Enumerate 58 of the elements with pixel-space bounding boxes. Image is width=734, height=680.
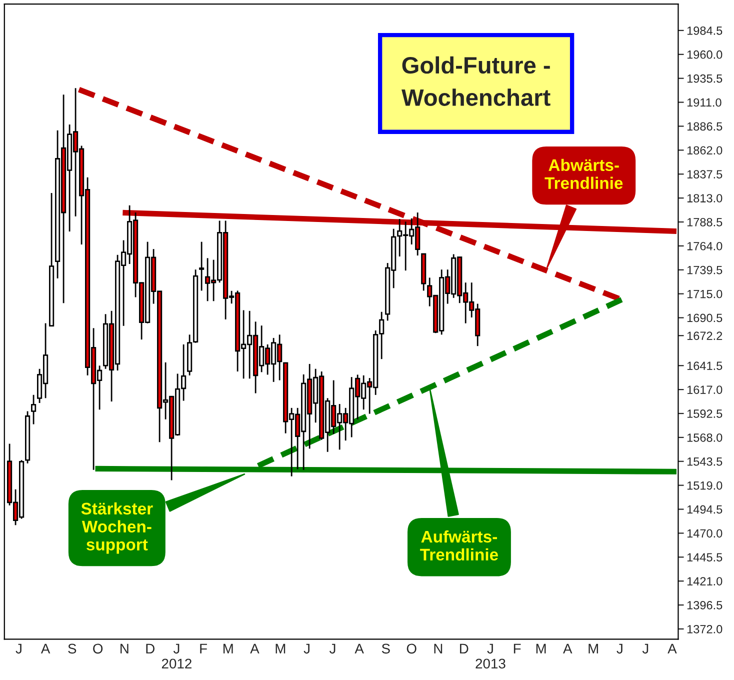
y-tick-label: 1445.5 (687, 553, 722, 562)
y-tick-label: 1396.5 (687, 601, 722, 610)
x-tick-label: O (93, 644, 103, 654)
y-tick-label: 1568.0 (687, 433, 722, 442)
y-tick-label: 1813.0 (687, 194, 722, 202)
x-tick-label: M (224, 644, 233, 654)
x-tick-label: A (250, 644, 260, 654)
y-tick-label: 1592.5 (687, 410, 722, 418)
x-tick-label: A (563, 644, 572, 654)
y-tick-label: 1617.0 (687, 386, 722, 394)
x-tick-label: A (40, 644, 50, 654)
x-tick-label: F (514, 644, 521, 654)
x-tick-label: S (382, 644, 390, 654)
y-tick-label: 1421.0 (687, 577, 722, 586)
y-tick-label: 1372.0 (687, 624, 722, 634)
y-tick-label: 1672.2 (687, 332, 722, 340)
x-tick-label: J (642, 644, 648, 654)
x-tick-label: J 2013 (476, 644, 506, 669)
x-tick-label: N (120, 644, 128, 654)
y-tick-label: 1641.5 (687, 362, 722, 370)
x-tick-label: M (588, 644, 598, 654)
candlestick (199, 241, 204, 292)
annotation: Abwärts- Trendlinie (544, 158, 623, 190)
y-tick-label: 1715.0 (687, 290, 722, 298)
y-tick-label: 1739.5 (687, 266, 722, 274)
y-tick-label: 1494.5 (687, 505, 722, 514)
annotation: Stärkster Wochen- support (81, 502, 153, 554)
x-tick-label: A (668, 644, 677, 654)
y-tick-label: 1690.5 (687, 314, 722, 322)
y-tick-label: 1911.0 (687, 98, 722, 107)
y-tick-label: 1543.5 (687, 457, 722, 466)
text: Gold-Future - Wochenchart (402, 56, 550, 106)
y-tick-label: 1470.0 (687, 529, 722, 538)
x-tick-label: O (406, 644, 416, 654)
x-tick-label: F (200, 644, 207, 654)
x-tick-label: M (276, 644, 286, 654)
x-tick-label: J (16, 644, 22, 654)
y-tick-label: 1837.5 (687, 170, 722, 178)
y-tick-label: 1788.5 (687, 218, 722, 226)
x-tick-label: N (434, 644, 442, 654)
y-tick-label: 1984.5 (687, 26, 722, 35)
annotation: Aufwärts- Trendlinie (420, 530, 498, 561)
x-tick-label: J (304, 644, 310, 654)
x-tick-label: J (329, 644, 336, 654)
y-tick-label: 1886.5 (687, 122, 722, 131)
y-tick-label: 1960.0 (687, 50, 722, 59)
x-tick-label: J 2012 (162, 644, 192, 669)
x-tick-label: J (616, 644, 622, 654)
x-tick-label: M (536, 644, 546, 654)
x-tick-label: D (146, 644, 154, 654)
x-tick-label: S (68, 644, 76, 654)
y-tick-label: 1935.5 (687, 74, 722, 83)
candlestick (31, 394, 36, 425)
y-tick-label: 1764.0 (687, 242, 722, 250)
x-tick-label: A (354, 644, 364, 654)
y-tick-label: 1862.0 (687, 146, 722, 155)
y-tick-label: 1519.0 (687, 481, 722, 490)
x-tick-label: D (460, 644, 468, 654)
